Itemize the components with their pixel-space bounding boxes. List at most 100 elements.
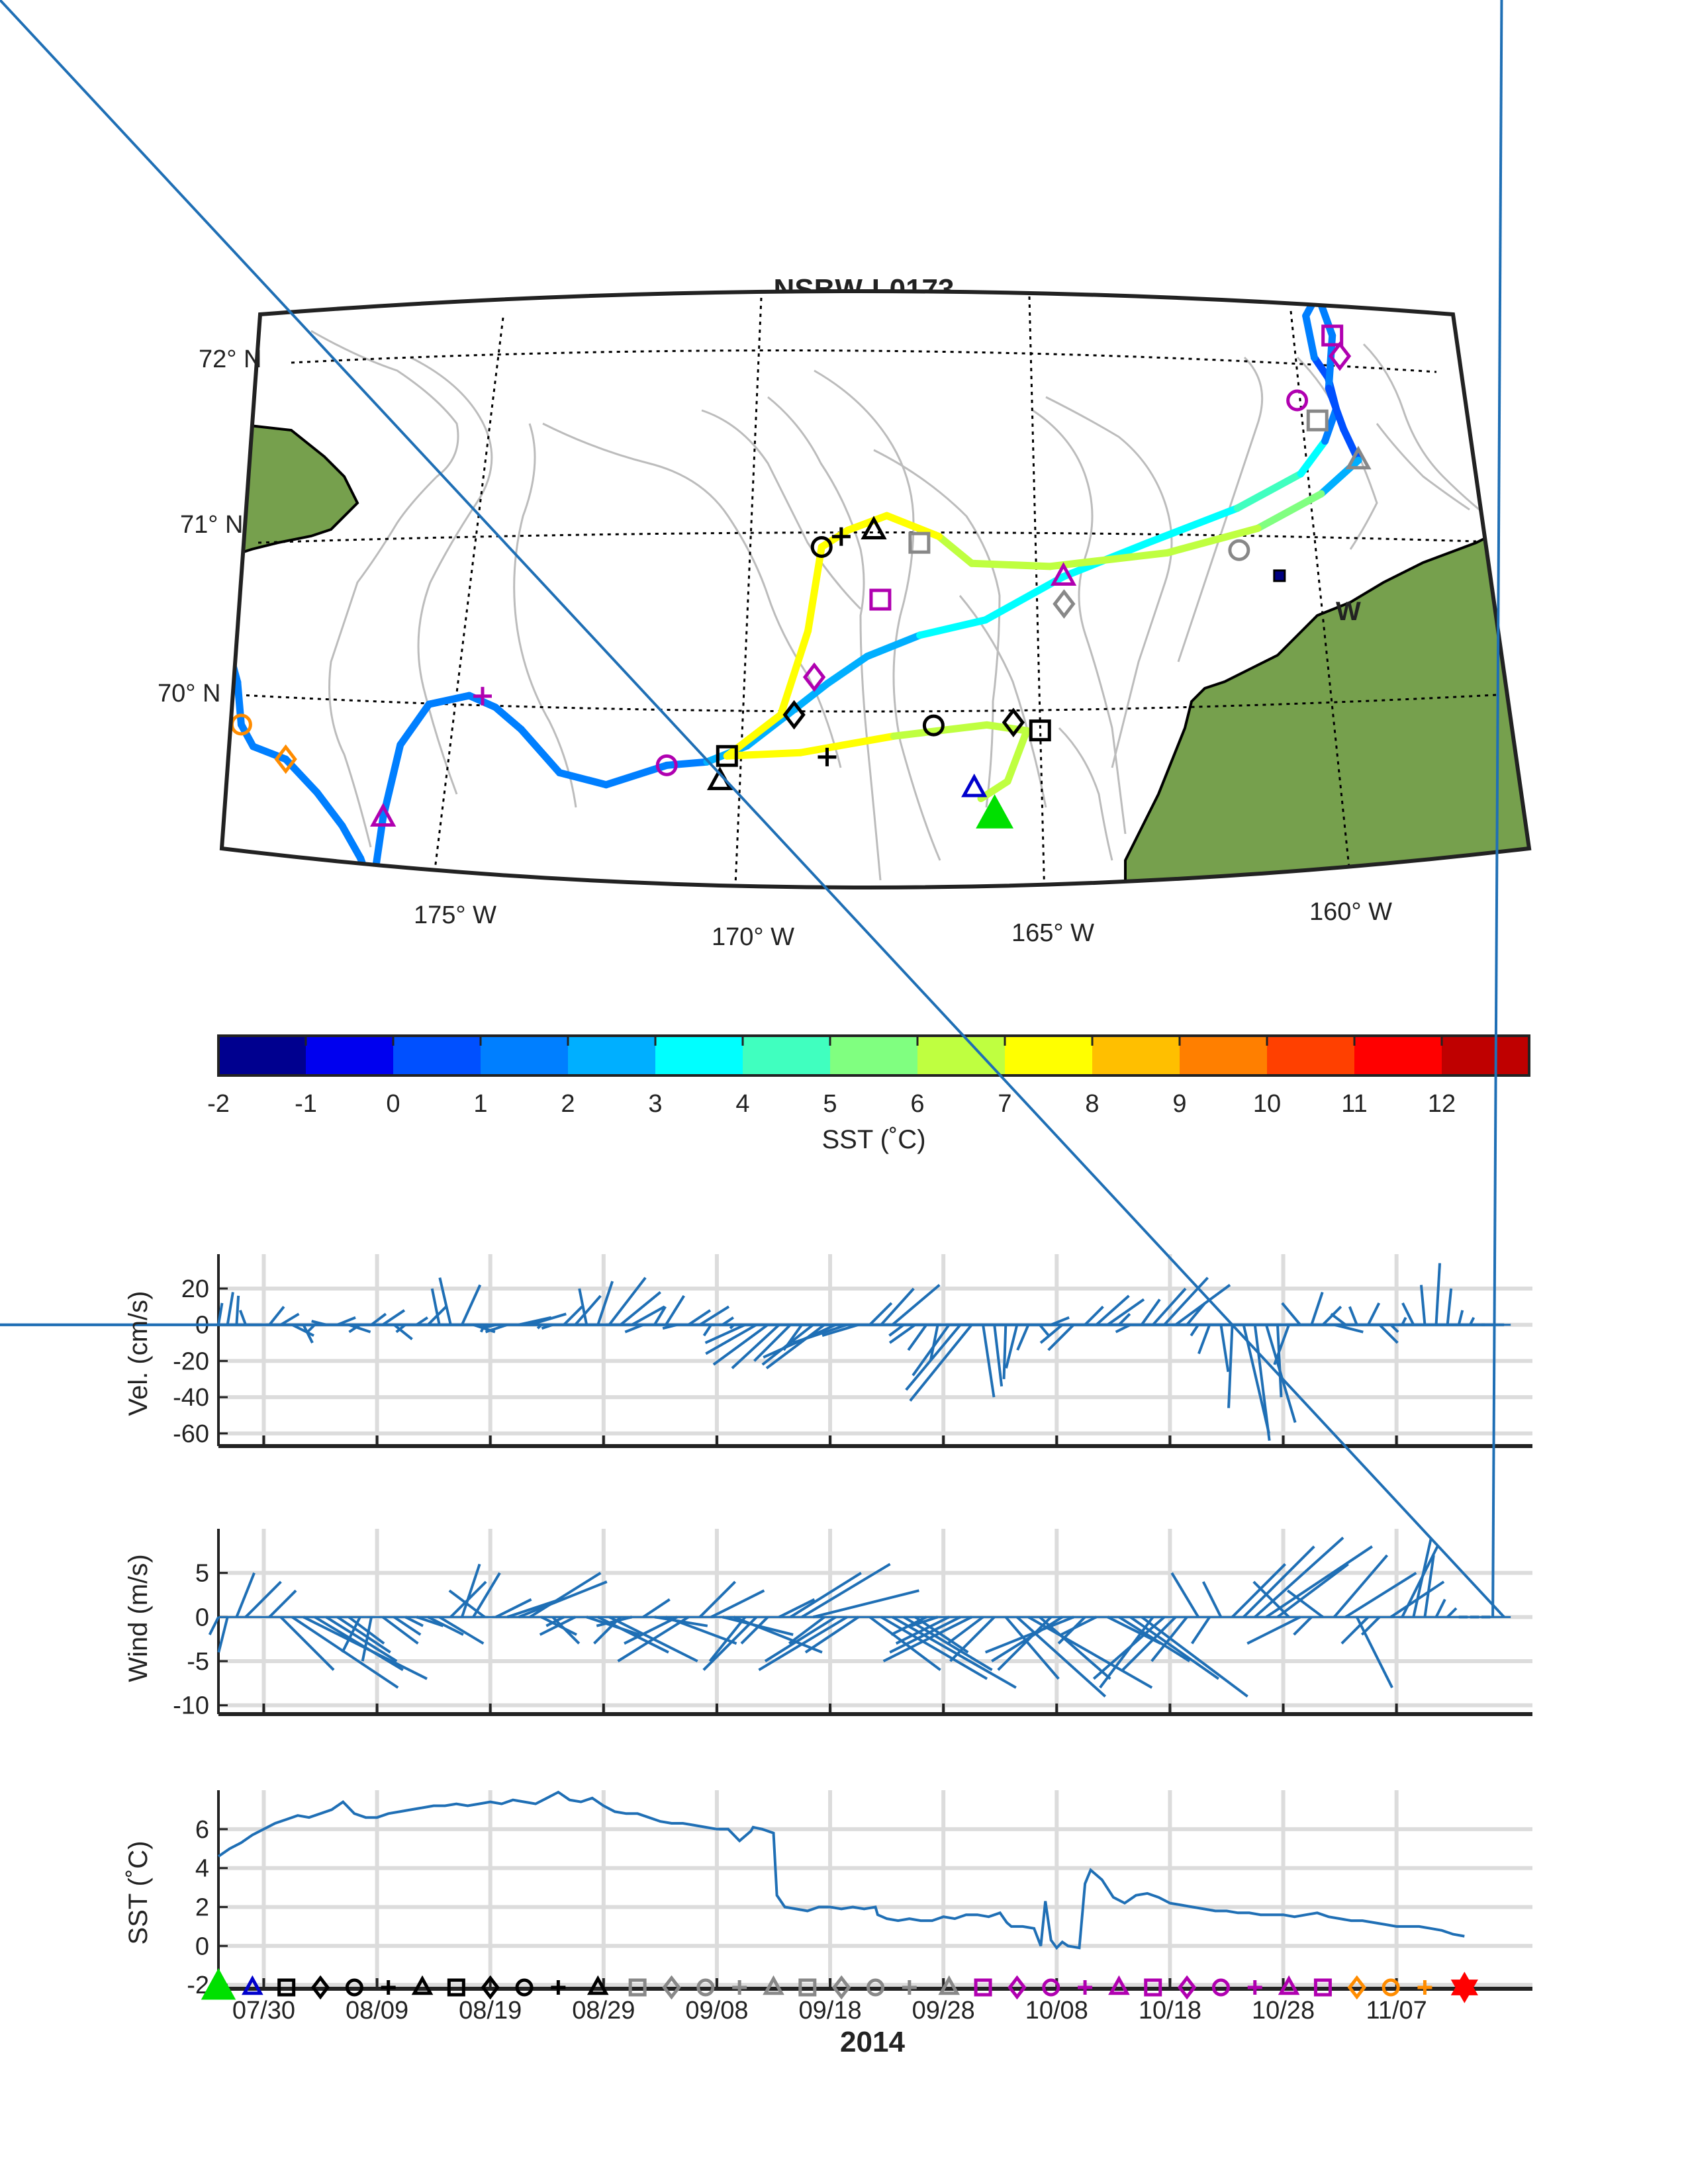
quiver-stick (341, 1616, 361, 1653)
quiver-stick (1201, 1581, 1223, 1618)
map-marker (1029, 719, 1051, 742)
track-segment (1317, 457, 1362, 498)
quiver-stick (1107, 1298, 1145, 1326)
map-marker (869, 588, 892, 611)
track-segment (663, 758, 711, 769)
track-segment (379, 741, 404, 821)
quiver-stick (880, 1615, 988, 1680)
graticule (238, 296, 1497, 887)
colorbar-cell (1180, 1036, 1268, 1075)
colorbar-tick-label: 4 (735, 1090, 749, 1118)
lon-label-160: 160° W (1309, 898, 1392, 926)
wind-panel: 50-5-10 (0, 0, 1532, 1720)
quiver-stick (712, 1324, 769, 1366)
quiver-stick (448, 1589, 486, 1618)
time-marker (1108, 1975, 1130, 1995)
quiver-stick (393, 1615, 422, 1636)
x-tick-label: 10/18 (1139, 1997, 1201, 2025)
quiver-stick (217, 1616, 229, 1653)
quiver-series (0, 1263, 1511, 1441)
quiver-stick (788, 1615, 825, 1645)
y-tick-label: 4 (195, 1855, 209, 1883)
track-segment (823, 653, 871, 688)
lat-label-70: 70° N (158, 680, 220, 707)
map-marker (473, 686, 492, 705)
quiver-stick (1254, 1536, 1344, 1618)
time-marker (515, 1978, 534, 1997)
quiver-stick (1227, 1324, 1234, 1408)
quiver-stick (1434, 1263, 1442, 1325)
time-marker (938, 1975, 961, 1995)
track-segment (1325, 385, 1348, 433)
quiver-stick (993, 1324, 1004, 1387)
quiver-stick (821, 1323, 859, 1338)
quiver-stick (1141, 1615, 1248, 1698)
y-tick-label: -20 (173, 1347, 209, 1375)
x-tick-label: 08/19 (459, 1997, 522, 2025)
quiver-stick (563, 1305, 583, 1326)
quiver-stick (1276, 1324, 1283, 1398)
quiver-stick (984, 1615, 1074, 1654)
quiver-stick (1004, 1616, 1060, 1680)
quiver-stick (1060, 1615, 1098, 1636)
quiver-stick (596, 1615, 633, 1627)
map-marker (976, 794, 1014, 829)
quiver-stick (574, 1295, 602, 1326)
quiver-stick (947, 1615, 984, 1645)
quiver-stick (1099, 1616, 1154, 1689)
quiver-stick (1401, 1545, 1439, 1618)
time-marker (1008, 1975, 1027, 2000)
quiver-stick (348, 1615, 385, 1645)
map-marker (1050, 562, 1077, 586)
lat-label-72: 72° N (199, 345, 261, 373)
quiver-stick (1190, 1324, 1199, 1337)
quiver-stick (1141, 1298, 1161, 1326)
y-tick-label: 20 (181, 1275, 209, 1303)
quiver-stick (1231, 1563, 1286, 1618)
colorbar-tick-label: 10 (1253, 1090, 1281, 1118)
quiver-stick (1401, 1302, 1415, 1326)
quiver-stick (268, 1306, 285, 1326)
quiver-stick (1246, 1615, 1301, 1645)
colorbar-cells (218, 1036, 1530, 1075)
track-segment (1254, 490, 1325, 532)
colorbar-cell (306, 1036, 394, 1075)
quiver-stick (698, 1580, 737, 1618)
colorbar-ticks: -2 -1 0 1 2 3 4 5 6 7 8 9 10 11 12 (207, 1036, 1456, 1118)
track-segment (397, 700, 433, 749)
x-axis-year-label: 2014 (840, 2026, 905, 2058)
quiver-stick (880, 1287, 915, 1326)
wind-ylabel: Wind (m/s) (124, 1554, 153, 1682)
quiver-stick (1344, 1571, 1417, 1619)
x-tick-label: 10/28 (1252, 1997, 1315, 2025)
quiver-stick (620, 1291, 661, 1326)
track-segment (425, 692, 473, 708)
colorbar-cell (1442, 1036, 1530, 1075)
quiver-stick (1340, 1615, 1370, 1645)
quiver-stick (416, 1615, 444, 1627)
colorbar-tick-label: 1 (473, 1090, 487, 1118)
track-segment (144, 612, 169, 629)
quiver-stick (1434, 1598, 1446, 1618)
y-tick-label: -60 (173, 1420, 209, 1448)
quiver-stick (910, 1615, 939, 1627)
track-segment (935, 533, 976, 567)
map-frame (219, 289, 1532, 889)
quiver-stick (1047, 1324, 1075, 1351)
quiver-stick (495, 1598, 532, 1619)
colorbar-cell (743, 1036, 831, 1075)
quiver-stick (325, 1615, 398, 1662)
colorbar-tick-label: 11 (1341, 1090, 1367, 1118)
quiver-stick (1360, 1615, 1381, 1636)
quiver-stick (804, 1615, 859, 1654)
map-marker (922, 714, 945, 737)
quiver-stick (702, 1324, 713, 1337)
quiver-stick (801, 1563, 891, 1619)
quiver-stick (1252, 1580, 1290, 1618)
quiver-stick (430, 1288, 441, 1326)
quiver-stick (905, 1324, 962, 1391)
quiver-stick (381, 1615, 419, 1645)
quiver-stick (653, 1306, 667, 1326)
x-tick-label: 09/28 (912, 1997, 975, 2025)
y-tick-label: -40 (173, 1384, 209, 1412)
